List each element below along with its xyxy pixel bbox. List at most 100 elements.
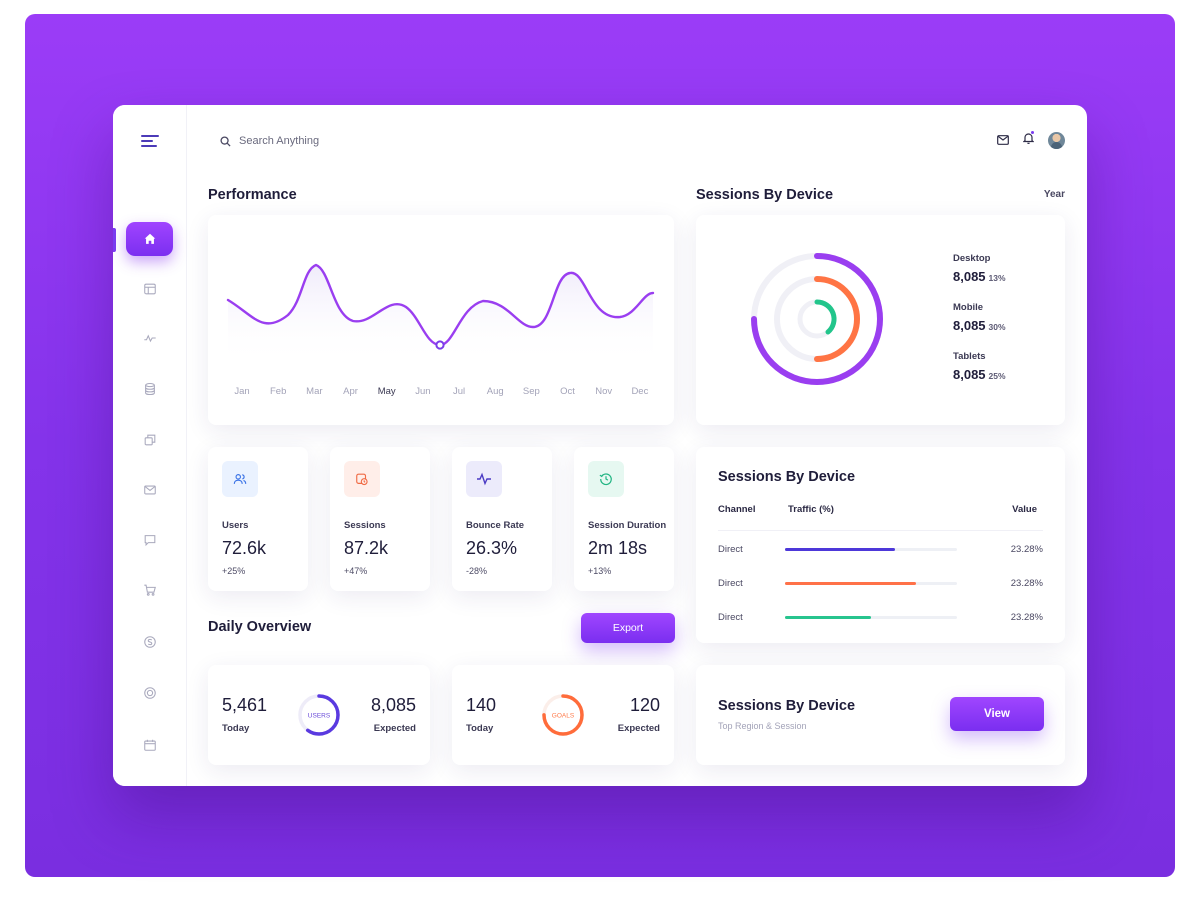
column-header-value: Value <box>1012 504 1037 515</box>
header-actions <box>997 130 1065 149</box>
period-selector[interactable]: Year <box>1043 189 1065 200</box>
sidebar-item-currency[interactable] <box>126 625 173 659</box>
value-cell: 23.28% <box>1010 544 1043 555</box>
sidebar-item-cart[interactable] <box>126 573 173 607</box>
device-rings-chart <box>751 253 883 385</box>
month-label-active: May <box>377 386 396 397</box>
legend-mobile: Mobile 8,085 30% <box>953 302 1006 333</box>
channel-cell: Direct <box>718 578 743 589</box>
traffic-bar-track <box>785 616 957 619</box>
desktop-ring <box>751 253 883 385</box>
sidebar-item-activity[interactable] <box>126 321 173 355</box>
activity-icon <box>143 334 156 343</box>
stat-card-bounce-rate[interactable]: Bounce Rate 26.3% -28% <box>452 447 552 591</box>
performance-title: Performance <box>208 187 297 203</box>
stat-label: Bounce Rate <box>466 520 525 531</box>
month-label: Jan <box>234 386 250 397</box>
channel-cell: Direct <box>718 612 743 623</box>
sidebar-item-layout[interactable] <box>126 272 173 306</box>
legend-desktop: Desktop 8,085 13% <box>953 253 1006 284</box>
traffic-bar-fill <box>785 548 896 551</box>
table-divider <box>718 530 1043 531</box>
region-card: Sessions By Device Top Region & Session … <box>696 665 1065 765</box>
dashboard-window: Search Anything Performance Jan Feb Mar <box>113 105 1087 786</box>
sessions-device-title: Sessions By Device <box>696 187 834 203</box>
stat-card-session-duration[interactable]: Session Duration 2m 18s +13% <box>574 447 674 591</box>
today-label: Today <box>222 723 250 734</box>
layout-icon <box>143 283 156 295</box>
traffic-card: Sessions By Device Channel Traffic (%) V… <box>696 447 1065 643</box>
stat-change: -28% <box>466 566 488 576</box>
sidebar-item-calendar[interactable] <box>126 728 173 762</box>
stat-value: 26.3% <box>466 538 518 558</box>
value-cell: 23.28% <box>1010 612 1043 623</box>
stopwatch-icon <box>356 473 368 486</box>
mobile-ring <box>814 276 860 362</box>
today-value: 5,461 <box>222 695 268 715</box>
month-label: Mar <box>306 386 323 397</box>
view-button[interactable]: View <box>950 697 1044 731</box>
month-label: Jul <box>452 386 466 397</box>
sidebar-item-chat[interactable] <box>126 523 173 557</box>
ring-label: USERS <box>308 713 331 720</box>
stat-label: Sessions <box>344 520 386 531</box>
daily-card-goals: 140 Today GOALS 120 Expected <box>452 665 674 765</box>
performance-marker[interactable] <box>435 340 445 350</box>
channel-cell: Direct <box>718 544 743 555</box>
performance-area <box>228 265 653 365</box>
value-cell: 23.28% <box>1010 578 1043 589</box>
traffic-bar-track <box>785 582 957 585</box>
ring-label: GOALS <box>552 713 575 720</box>
currency-icon <box>143 636 156 648</box>
copy-icon <box>144 434 155 446</box>
performance-line-chart <box>226 263 655 365</box>
expected-value: 120 <box>629 695 660 715</box>
stat-change: +13% <box>588 566 612 576</box>
users-progress-ring: USERS <box>298 694 340 736</box>
region-subtitle: Top Region & Session <box>718 721 807 731</box>
bell-icon <box>1022 133 1035 145</box>
sessions-device-card: Desktop 8,085 13% Mobile 8,085 30% Tablets… <box>696 215 1065 425</box>
month-label: Aug <box>486 386 504 397</box>
calendar-icon <box>143 739 156 751</box>
traffic-bar-track <box>785 548 957 551</box>
notification-button[interactable] <box>1022 130 1035 149</box>
home-icon <box>144 233 155 244</box>
today-label: Today <box>466 723 494 734</box>
sidebar-item-mail[interactable] <box>126 473 173 507</box>
stat-value: 87.2k <box>344 538 389 558</box>
daily-card-users: 5,461 Today USERS 8,085 Expected <box>208 665 430 765</box>
user-avatar[interactable] <box>1048 131 1065 149</box>
expected-value: 8,085 <box>370 695 416 715</box>
stat-change: +25% <box>222 566 246 576</box>
notification-badge <box>1030 130 1035 135</box>
legend-tablets: Tablets 8,085 25% <box>953 351 1006 382</box>
export-button[interactable]: Export <box>581 613 675 643</box>
traffic-title: Sessions By Device <box>718 469 856 485</box>
stat-value: 2m 18s <box>588 538 648 558</box>
month-label: Dec <box>631 386 649 397</box>
search-bar[interactable]: Search Anything <box>220 135 319 147</box>
cart-icon <box>143 584 156 596</box>
month-label: Feb <box>269 386 287 397</box>
sidebar-item-database[interactable] <box>126 372 173 406</box>
sidebar-item-target[interactable] <box>126 676 173 710</box>
traffic-bar-fill <box>785 616 871 619</box>
region-title: Sessions By Device <box>718 698 856 714</box>
stat-label: Session Duration <box>588 520 667 531</box>
database-icon <box>144 382 155 396</box>
column-header-channel: Channel <box>718 504 756 515</box>
mail-icon[interactable] <box>997 135 1009 145</box>
stat-card-sessions[interactable]: Sessions 87.2k +47% <box>330 447 430 591</box>
sidebar-item-copy[interactable] <box>126 423 173 457</box>
stat-value: 72.6k <box>222 538 267 558</box>
performance-card: Jan Feb Mar Apr May Jun Jul Aug Sep Oct … <box>208 215 674 425</box>
sidebar-item-home[interactable] <box>126 222 173 256</box>
menu-toggle-icon[interactable] <box>141 135 159 149</box>
sidebar-active-indicator <box>113 228 116 252</box>
month-label: Apr <box>343 386 358 397</box>
stat-card-users[interactable]: Users 72.6k +25% <box>208 447 308 591</box>
month-axis: Jan Feb Mar Apr May Jun Jul Aug Sep Oct … <box>228 386 654 397</box>
stat-change: +47% <box>344 566 368 576</box>
search-input[interactable]: Search Anything <box>239 135 320 147</box>
